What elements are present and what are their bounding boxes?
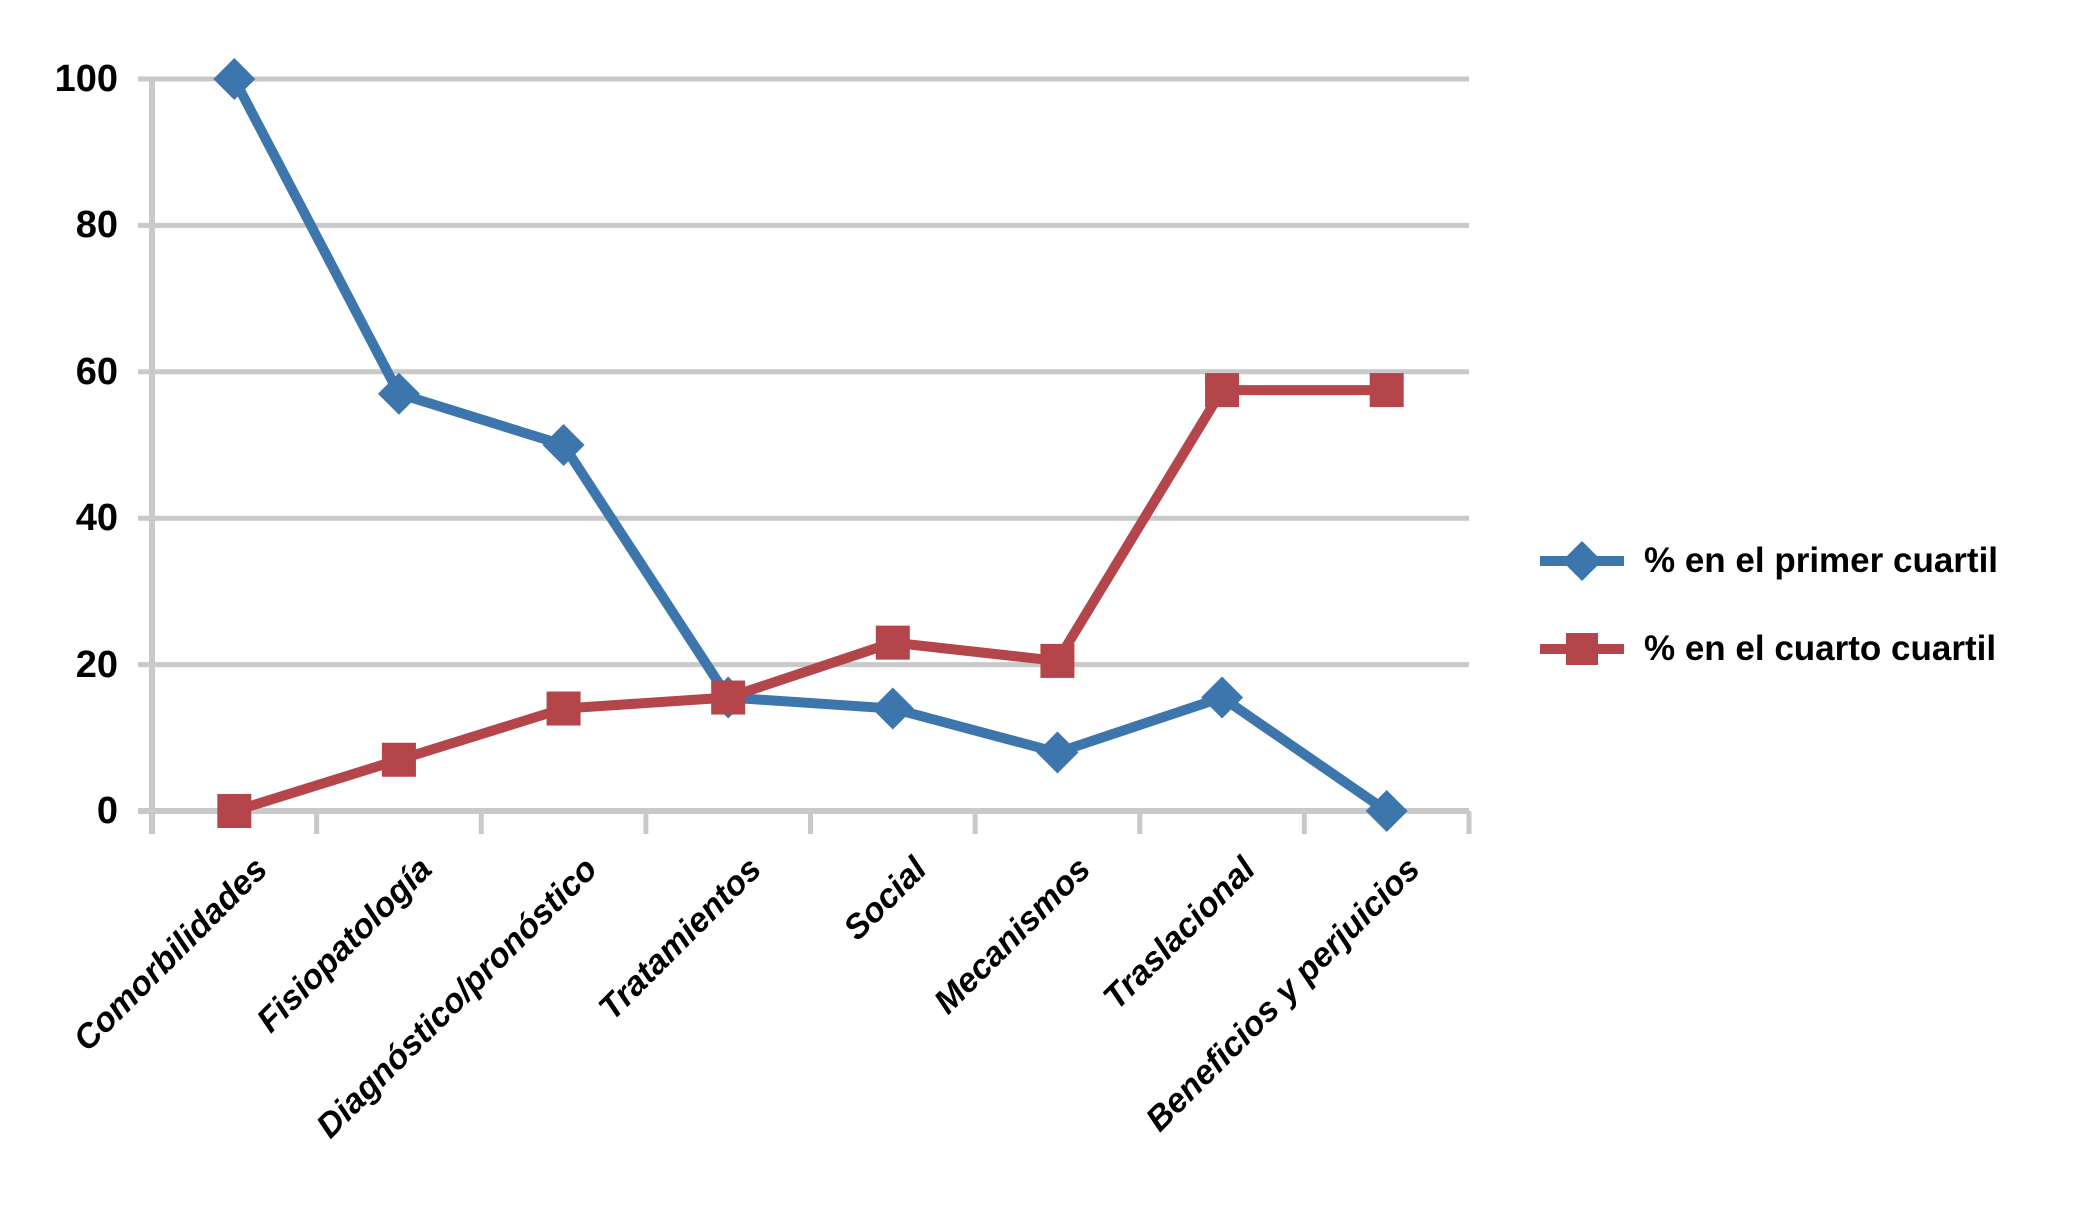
- data-point-marker: [213, 58, 256, 100]
- data-point-marker: [875, 625, 910, 660]
- series-line-0: [229, 76, 1390, 816]
- data-point-marker: [1365, 790, 1408, 832]
- series-line-1: [232, 385, 1387, 816]
- data-point-marker: [381, 742, 416, 777]
- y-axis-tick-label: 0: [96, 790, 118, 832]
- legend-item-primer-cuartil: % en el primer cuartil: [1540, 535, 1998, 587]
- data-point-marker: [546, 691, 581, 726]
- legend-square-marker-icon: [1540, 633, 1624, 665]
- data-point-marker: [1040, 643, 1075, 678]
- data-point-marker: [217, 794, 252, 828]
- data-point-marker: [1205, 373, 1240, 408]
- data-point-marker: [1201, 676, 1244, 719]
- data-point-marker: [377, 372, 420, 415]
- data-point-marker: [1036, 731, 1079, 774]
- y-axis-tick-label: 100: [54, 58, 118, 100]
- y-axis-tick-label: 40: [75, 497, 118, 540]
- data-point-marker: [1369, 373, 1404, 408]
- y-axis-tick-label: 20: [75, 643, 118, 686]
- legend-label: % en el primer cuartil: [1644, 541, 1999, 580]
- data-point-marker: [711, 680, 746, 715]
- legend-item-cuarto-cuartil: % en el cuarto cuartil: [1540, 623, 1996, 675]
- legend-diamond: [1562, 541, 1602, 581]
- y-axis-tick-label: 80: [75, 204, 118, 247]
- data-point-marker: [871, 687, 914, 730]
- y-axis-tick-label: 60: [75, 350, 118, 393]
- legend-diamond-marker-icon: [1540, 541, 1624, 581]
- data-point-marker: [542, 424, 585, 466]
- legend-label: % en el cuarto cuartil: [1644, 629, 1997, 668]
- legend-square: [1566, 633, 1598, 665]
